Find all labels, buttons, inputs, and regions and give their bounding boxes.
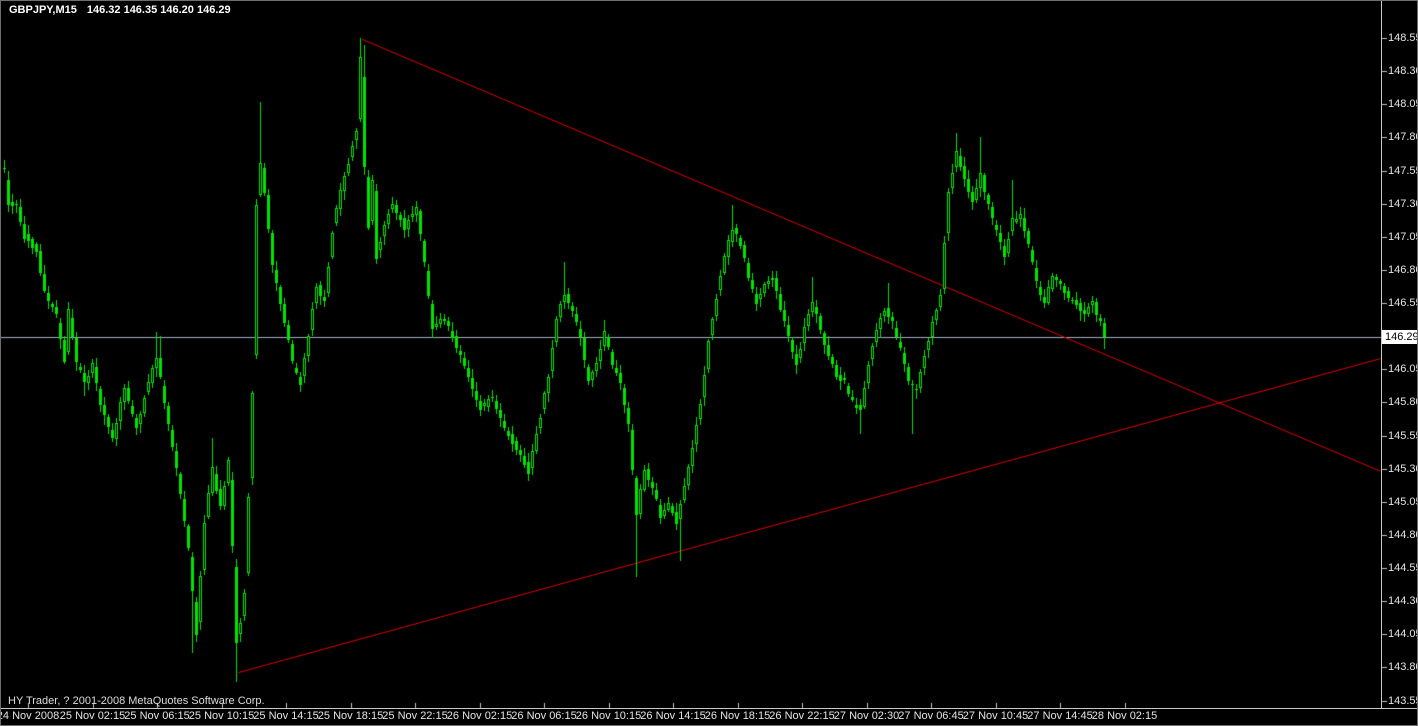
symbol-period-label: GBPJPY,M15 xyxy=(9,4,77,16)
current-price-tag: 146.29 xyxy=(1382,330,1417,344)
time-tick-label: 26 Nov 02:15 xyxy=(446,710,513,722)
time-tick-label: 26 Nov 14:15 xyxy=(640,710,706,722)
price-tick-label: 147.30 xyxy=(1388,197,1417,210)
price-axis-border xyxy=(1381,1,1382,709)
price-tick-label: 145.80 xyxy=(1388,396,1417,409)
time-tick-label: 24 Nov 2008 xyxy=(0,710,60,722)
time-tick-label: 27 Nov 14:45 xyxy=(1027,710,1093,722)
price-tick-label: 147.55 xyxy=(1388,164,1417,177)
time-axis-border xyxy=(1,708,1417,709)
price-tick-label: 145.05 xyxy=(1388,495,1417,508)
time-tick-label: 25 Nov 02:15 xyxy=(59,710,126,722)
price-tick-label: 143.55 xyxy=(1388,694,1417,707)
chart-title: GBPJPY,M15 146.32 146.35 146.20 146.29 xyxy=(9,4,231,17)
time-tick-label: 25 Nov 14:15 xyxy=(253,710,319,722)
time-tick-label: 25 Nov 18:15 xyxy=(317,710,384,722)
price-tick-label: 146.80 xyxy=(1388,263,1417,276)
price-tick-label: 147.05 xyxy=(1388,230,1417,243)
time-tick-label: 26 Nov 06:15 xyxy=(511,710,577,722)
time-tick-label: 27 Nov 02:30 xyxy=(833,710,900,722)
price-tick-label: 147.80 xyxy=(1388,131,1417,144)
price-tick-label: 146.05 xyxy=(1388,363,1417,376)
price-axis[interactable]: 148.55 148.30 148.05 147.80 147.55 147.30 147.… xyxy=(1381,1,1417,708)
time-tick-label: 25 Nov 22:15 xyxy=(382,710,448,722)
price-tick-label: 144.30 xyxy=(1388,595,1417,608)
time-axis[interactable]: 24 Nov 2008 25 Nov 02:15 25 Nov 06:15 25 No… xyxy=(0,708,1417,725)
price-tick-label: 148.55 xyxy=(1388,32,1417,44)
price-tick-label: 145.30 xyxy=(1388,462,1417,475)
ohlc-quote-label: 146.32 146.35 146.20 146.29 xyxy=(86,4,231,16)
price-tick-label: 148.05 xyxy=(1388,98,1417,111)
time-tick-label: 27 Nov 10:45 xyxy=(962,710,1029,722)
time-tick-label: 26 Nov 22:15 xyxy=(769,710,835,722)
price-tick-label: 144.80 xyxy=(1388,528,1417,541)
time-tick-label: 25 Nov 06:15 xyxy=(124,710,190,722)
time-tick-label: 27 Nov 06:45 xyxy=(898,710,964,722)
price-tick-label: 146.55 xyxy=(1388,297,1417,309)
copyright-label: HY Trader, ? 2001-2008 MetaQuotes Softwa… xyxy=(8,695,265,707)
price-tick-label: 144.55 xyxy=(1388,562,1417,574)
time-tick-label: 25 Nov 10:15 xyxy=(188,710,255,722)
time-tick-label: 26 Nov 10:15 xyxy=(575,710,642,722)
price-tick-label: 144.05 xyxy=(1388,628,1417,641)
time-tick-label: 26 Nov 18:15 xyxy=(704,710,771,722)
price-tick-label: 145.55 xyxy=(1388,429,1417,442)
time-tick-label: 28 Nov 02:15 xyxy=(1091,710,1158,722)
price-tick-label: 143.80 xyxy=(1388,661,1417,674)
price-tick-label: 148.30 xyxy=(1388,65,1417,78)
